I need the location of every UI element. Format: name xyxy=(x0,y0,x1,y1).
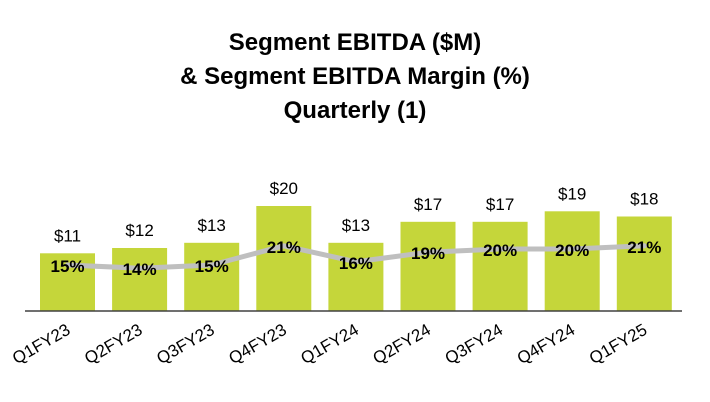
margin-percent-label: 15% xyxy=(195,257,229,276)
category-tick-label: Q3FY23 xyxy=(153,320,217,368)
category-tick-label: Q4FY24 xyxy=(514,320,578,368)
bar-value-label: $17 xyxy=(486,195,514,214)
chart-title-line-2: & Segment EBITDA Margin (%) xyxy=(180,63,530,90)
chart-title-line-1: Segment EBITDA ($M) xyxy=(228,29,482,56)
ebitda-bar xyxy=(544,211,600,312)
margin-percent-label: 15% xyxy=(50,257,84,276)
margin-percent-label: 20% xyxy=(483,241,517,260)
chart-title: Segment EBITDA ($M) & Segment EBITDA Mar… xyxy=(0,26,710,128)
margin-percent-label: 21% xyxy=(627,238,661,257)
margin-percent-label: 20% xyxy=(555,241,589,260)
bar-value-label: $13 xyxy=(198,216,226,235)
margin-percent-label: 16% xyxy=(339,254,373,273)
bar-value-label: $13 xyxy=(342,216,370,235)
bar-value-label: $18 xyxy=(630,190,658,209)
margin-percent-label: 21% xyxy=(267,238,301,257)
ebitda-bar xyxy=(256,206,312,311)
category-tick-label: Q2FY24 xyxy=(370,320,434,368)
ebitda-bar xyxy=(328,242,384,312)
ebitda-bar xyxy=(616,216,672,311)
category-tick-label: Q1FY25 xyxy=(586,320,650,368)
bar-value-label: $12 xyxy=(125,221,153,240)
ebitda-bar xyxy=(112,248,168,311)
category-tick-label: Q1FY24 xyxy=(298,320,362,368)
category-tick-label: Q2FY23 xyxy=(81,320,145,368)
bar-value-label: $20 xyxy=(270,179,298,198)
ebitda-bar xyxy=(400,221,456,312)
category-tick-label: Q3FY24 xyxy=(442,320,506,368)
chart-title-line-3: Quarterly (1) xyxy=(283,97,427,124)
ebitda-bar xyxy=(472,221,528,312)
bar-value-label: $17 xyxy=(414,195,442,214)
bar-value-label: $11 xyxy=(54,226,81,245)
margin-percent-label: 19% xyxy=(411,244,445,263)
margin-percent-label: 14% xyxy=(123,260,157,279)
bar-value-label: $19 xyxy=(558,184,586,203)
margin-line xyxy=(65,243,647,271)
ebitda-bar xyxy=(184,242,240,312)
category-tick-label: Q4FY23 xyxy=(225,320,289,368)
category-tick-label: Q1FY23 xyxy=(9,320,73,368)
